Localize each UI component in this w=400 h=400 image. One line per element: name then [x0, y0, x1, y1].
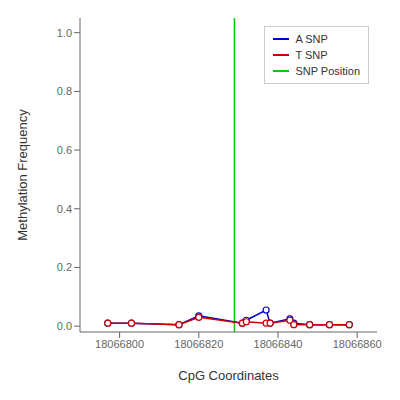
svg-text:Methylation Frequency: Methylation Frequency — [15, 109, 30, 241]
svg-text:18066840: 18066840 — [254, 338, 303, 350]
svg-text:18066860: 18066860 — [333, 338, 382, 350]
svg-text:0.2: 0.2 — [57, 261, 72, 273]
html-text:SNP Position: SNP Position — [295, 65, 360, 77]
svg-text:CpG Coordinates: CpG Coordinates — [178, 368, 279, 383]
html-text:T SNP: T SNP — [295, 49, 328, 61]
svg-text:1.0: 1.0 — [57, 27, 72, 39]
svg-text:0.8: 0.8 — [57, 85, 72, 97]
svg-text:0.0: 0.0 — [57, 320, 72, 332]
svg-text:0.4: 0.4 — [57, 203, 72, 215]
html-text:A SNP: A SNP — [295, 33, 328, 45]
svg-text:18066800: 18066800 — [95, 338, 144, 350]
svg-text:0.6: 0.6 — [57, 144, 72, 156]
svg-text:18066820: 18066820 — [174, 338, 223, 350]
